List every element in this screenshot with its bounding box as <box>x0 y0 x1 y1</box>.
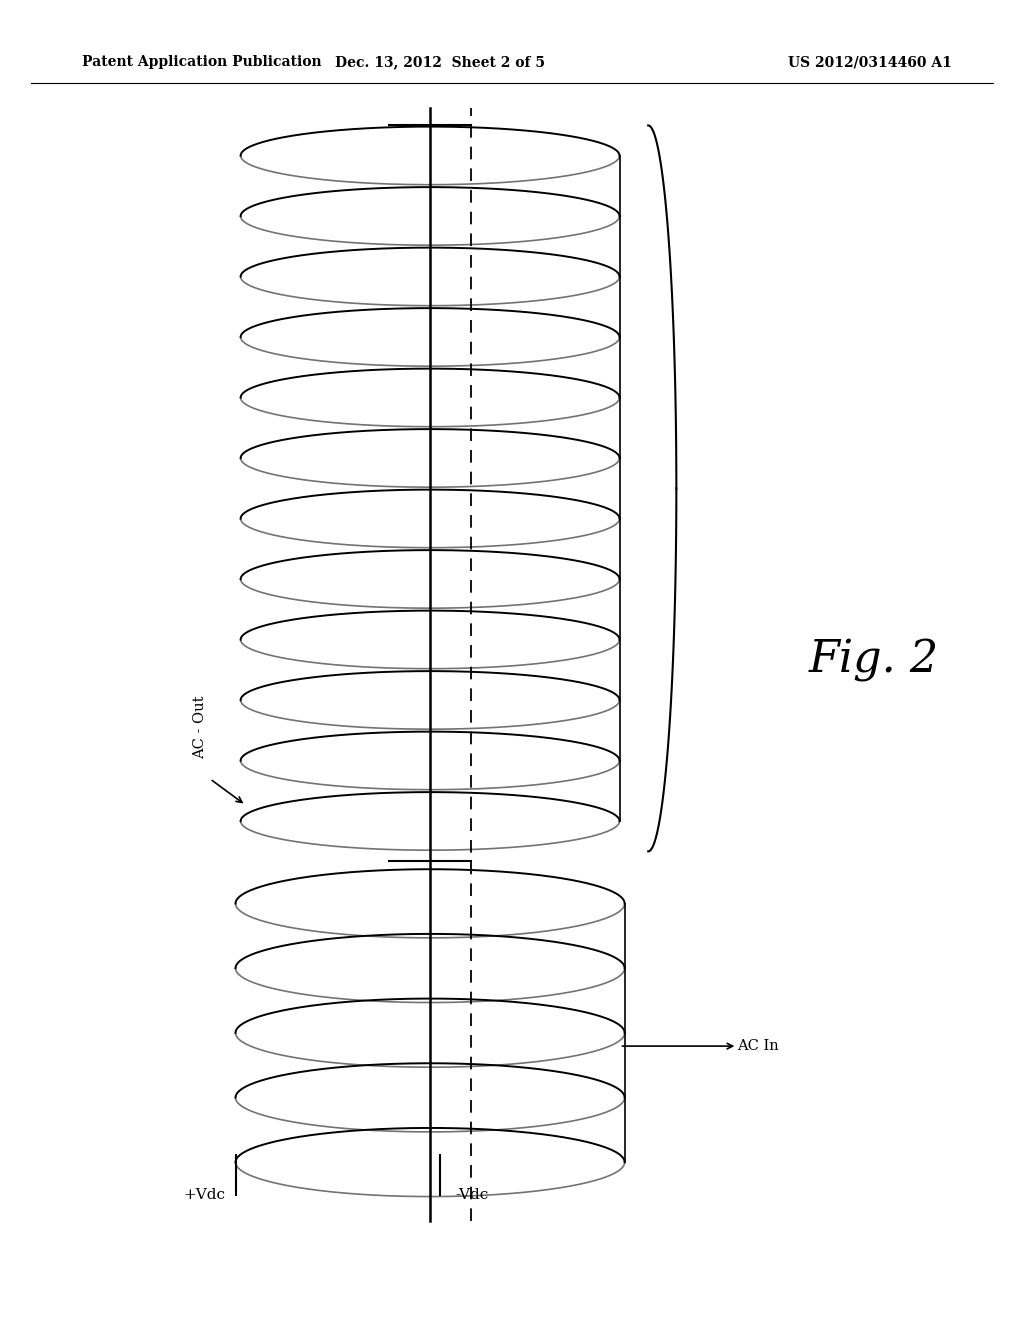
Text: Patent Application Publication: Patent Application Publication <box>82 55 322 70</box>
Text: +Vdc: +Vdc <box>183 1188 225 1203</box>
Text: Fig. 2: Fig. 2 <box>809 639 939 681</box>
Text: Dec. 13, 2012  Sheet 2 of 5: Dec. 13, 2012 Sheet 2 of 5 <box>335 55 546 70</box>
Text: AC - Out: AC - Out <box>193 696 207 759</box>
Text: AC In: AC In <box>737 1039 779 1053</box>
Text: -Vdc: -Vdc <box>456 1188 488 1203</box>
Text: US 2012/0314460 A1: US 2012/0314460 A1 <box>788 55 952 70</box>
